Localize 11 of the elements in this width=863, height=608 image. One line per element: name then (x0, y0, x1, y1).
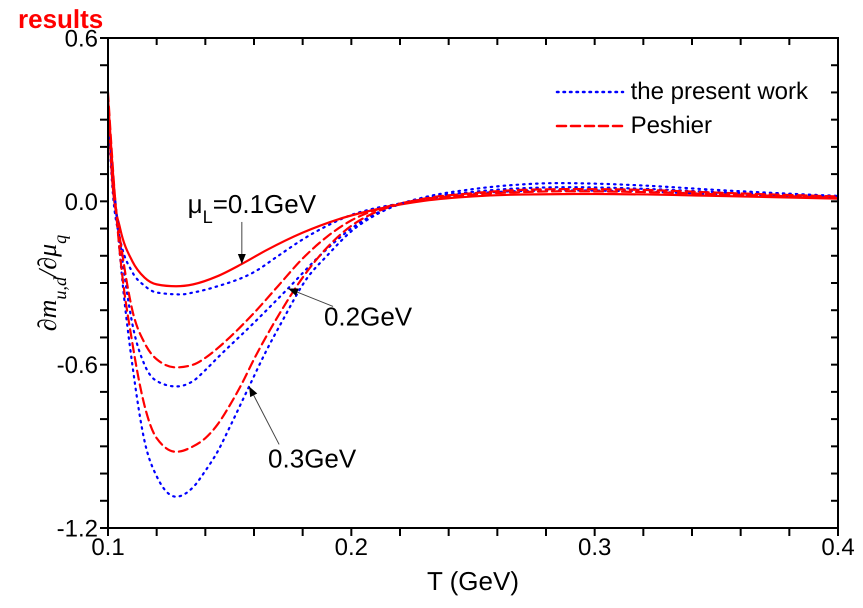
x-tick-label: 0.4 (821, 534, 855, 562)
y-tick-label: 0.0 (64, 188, 98, 216)
x-tick-label: 0.3 (578, 534, 612, 562)
annotation: 0.3GeV (268, 443, 357, 474)
legend-label: the present work (630, 78, 808, 106)
x-tick-label: 0.2 (334, 534, 368, 562)
annotation: 0.2GeV (324, 301, 413, 332)
y-tick-label: -0.6 (56, 352, 98, 380)
x-axis-title: T (GeV) (427, 566, 519, 596)
annotation: μ$_{L}$=0.1GeV (188, 188, 317, 227)
legend-label: Peshier (630, 112, 712, 140)
